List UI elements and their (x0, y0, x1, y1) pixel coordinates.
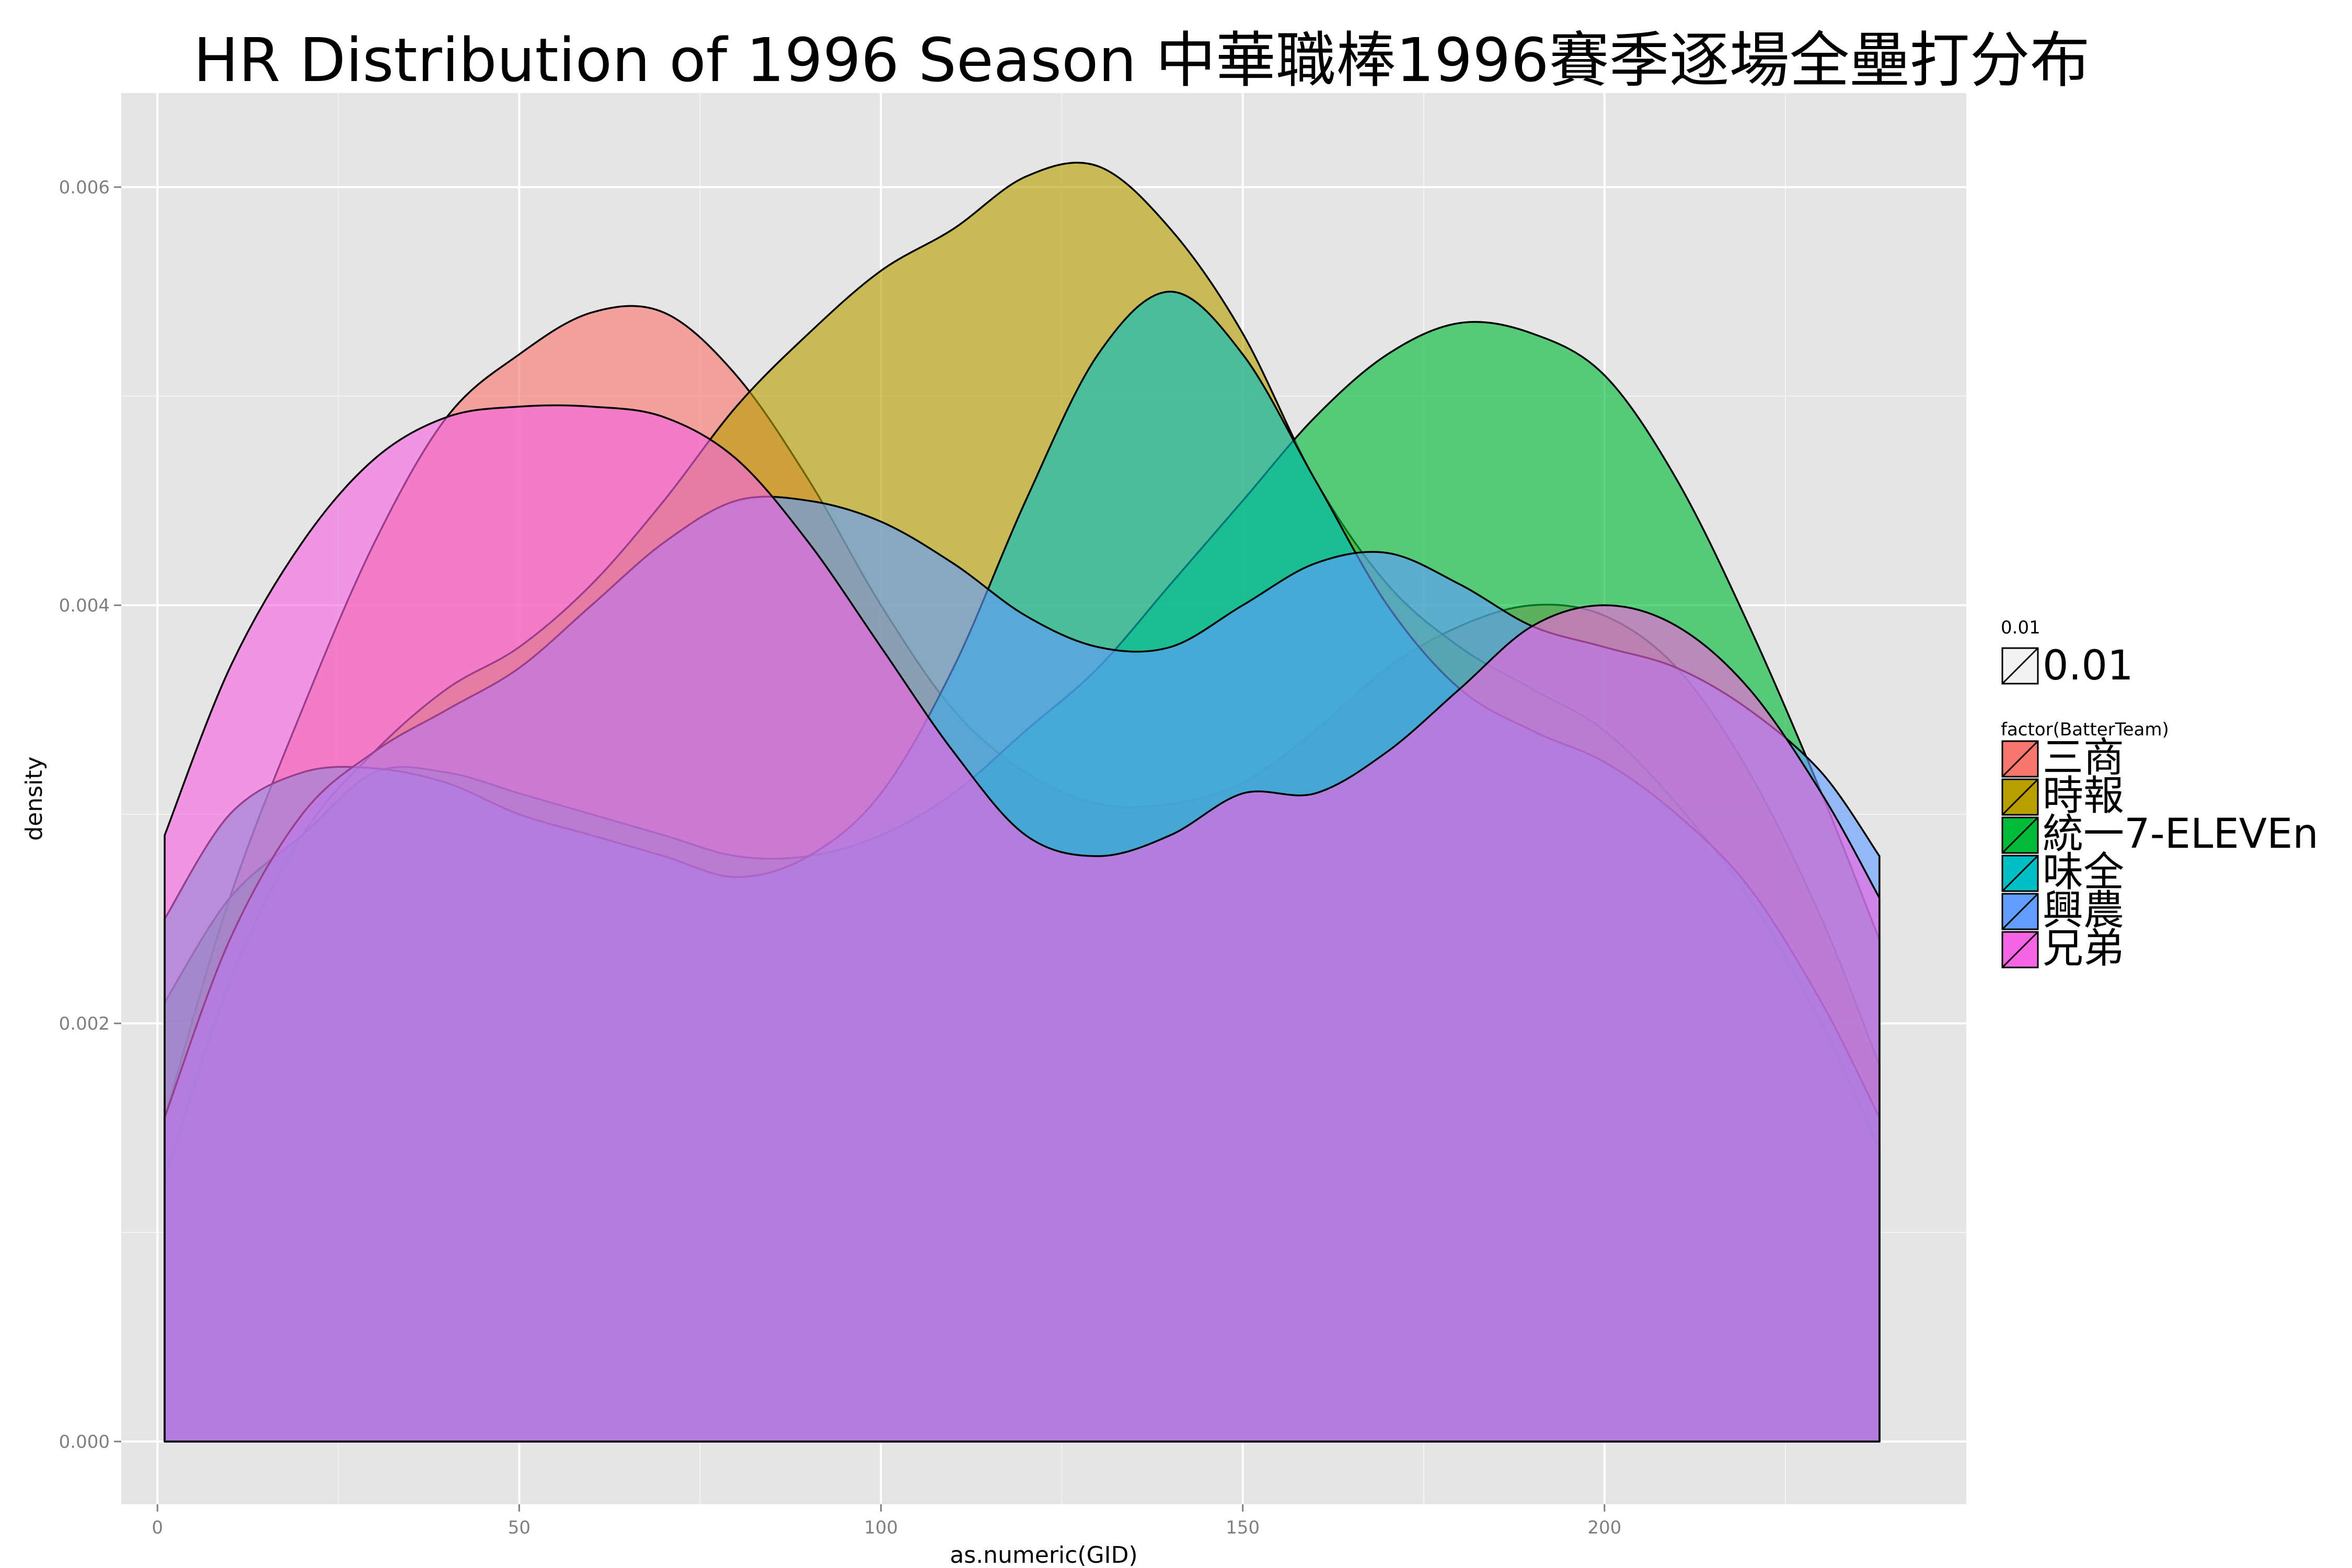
legend-label: 兄弟 (2043, 925, 2124, 972)
alpha-legend-title: 0.01 (2001, 617, 2040, 638)
team-legend-title: factor(BatterTeam) (2001, 719, 2169, 740)
x-tick-label: 0 (152, 1517, 163, 1538)
legend-label: 味全 (2043, 849, 2124, 896)
y-tick-label: 0.002 (59, 1013, 110, 1034)
density-area-5 (164, 404, 1881, 1443)
legend-swatch-diagonal (2001, 893, 2039, 930)
legend-item: 三商 (2001, 734, 2124, 781)
legend-swatch-diagonal (2001, 931, 2039, 969)
legend-swatch-diagonal (2001, 778, 2039, 816)
x-axis: 0 50 100 150 200 (152, 1504, 1621, 1538)
x-tick-label: 100 (864, 1517, 898, 1538)
y-axis-label: density (21, 756, 48, 840)
legend-label: 三商 (2043, 734, 2124, 781)
legend-label: 統一7-ELEVEn (2043, 811, 2319, 858)
density-areas (164, 162, 1881, 1443)
x-tick-label: 150 (1226, 1517, 1260, 1538)
legend-label: 時報 (2043, 773, 2124, 820)
y-axis: 0.000 0.002 0.004 0.006 (59, 177, 121, 1452)
legend-item: 興農 (2001, 887, 2124, 934)
legend-item: 味全 (2001, 849, 2124, 896)
legend-swatch-diagonal (2001, 855, 2039, 892)
legend-label: 興農 (2043, 887, 2124, 934)
alpha-legend-key (2001, 647, 2039, 685)
x-tick-label: 50 (508, 1517, 531, 1538)
legend-item: 統一7-ELEVEn (2001, 811, 2319, 858)
legend-item: 兄弟 (2001, 925, 2124, 972)
y-tick-label: 0.000 (59, 1432, 110, 1452)
legend: 0.01 0.01 factor(BatterTeam) 三商時報統一7-ELE… (2001, 617, 2319, 972)
legend-swatch-diagonal (2001, 816, 2039, 854)
legend-swatch-diagonal (2001, 740, 2039, 778)
chart-title: HR Distribution of 1996 Season 中華職棒1996賽… (193, 26, 2090, 96)
x-tick-label: 200 (1587, 1517, 1621, 1538)
x-axis-label: as.numeric(GID) (950, 1542, 1137, 1568)
legend-item: 時報 (2001, 773, 2124, 820)
y-tick-label: 0.006 (59, 177, 110, 198)
y-tick-label: 0.004 (59, 595, 110, 616)
alpha-legend-label: 0.01 (2043, 642, 2134, 689)
